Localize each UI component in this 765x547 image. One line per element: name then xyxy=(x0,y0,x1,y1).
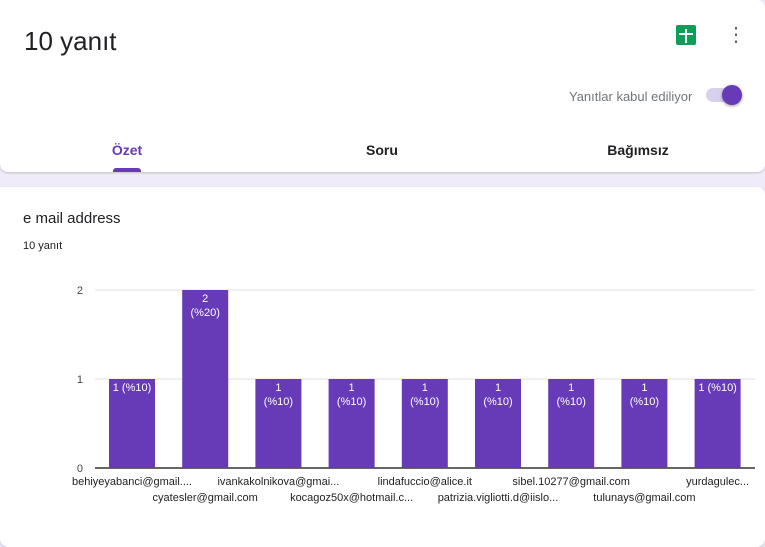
bar xyxy=(255,379,302,468)
accepting-responses-toggle[interactable] xyxy=(706,85,742,105)
bar-chart: 0 1 2 1 (%10) behiyeyabanci@gmail.... 2 (%20) c… xyxy=(72,285,755,504)
active-tab-indicator xyxy=(113,168,141,172)
data-label: (%10) xyxy=(337,396,366,408)
data-label: (%10) xyxy=(410,396,439,408)
y-tick-label: 1 xyxy=(77,374,83,386)
bar xyxy=(182,290,229,468)
question-summary-card xyxy=(0,187,765,547)
more-vert-icon[interactable]: ⋮ xyxy=(726,24,746,46)
toggle-knob xyxy=(722,85,742,105)
tab-question[interactable]: Soru xyxy=(366,142,398,158)
data-label: (%20) xyxy=(191,307,220,319)
data-label: 1 xyxy=(349,382,355,394)
bar xyxy=(109,379,155,468)
x-tick-label: yurdagulec... xyxy=(686,476,749,488)
data-label: 1 xyxy=(422,382,428,394)
y-tick-label: 2 xyxy=(77,285,83,297)
data-label: 1 xyxy=(495,382,501,394)
data-label: 1 xyxy=(275,382,281,394)
data-label: (%10) xyxy=(630,396,659,408)
y-tick-label: 0 xyxy=(77,463,83,475)
data-label: 2 xyxy=(202,293,208,305)
tab-summary[interactable]: Özet xyxy=(111,142,143,158)
question-response-count: 10 yanıt xyxy=(23,240,63,252)
x-tick-label: lindafuccio@alice.it xyxy=(378,476,472,488)
data-label: 1 (%10) xyxy=(113,382,152,394)
bar xyxy=(694,379,741,468)
accepting-responses-label: Yanıtlar kabul ediliyor xyxy=(569,89,693,104)
response-count-title: 10 yanıt xyxy=(24,26,117,56)
x-tick-label: cyatesler@gmail.com xyxy=(153,492,258,504)
question-title: e mail address xyxy=(23,210,121,227)
tab-individual[interactable]: Bağımsız xyxy=(607,142,669,158)
data-label: (%10) xyxy=(557,396,586,408)
data-label: (%10) xyxy=(264,396,293,408)
summary-header-card: 10 yanıt ⋮ Yanıtlar kabul ediliyor Özet … xyxy=(0,0,765,172)
x-tick-label: tulunays@gmail.com xyxy=(593,492,695,504)
data-label: 1 xyxy=(641,382,647,394)
x-tick-label: kocagoz50x@hotmail.c... xyxy=(290,492,413,504)
x-tick-label: ivankakolnikova@gmai... xyxy=(217,476,339,488)
bar xyxy=(621,379,668,468)
x-tick-label: sibel.10277@gmail.com xyxy=(512,476,630,488)
bar xyxy=(401,379,448,468)
data-label: 1 (%10) xyxy=(698,382,737,394)
x-tick-label: patrizia.vigliotti.d@iislo... xyxy=(438,492,559,504)
google-sheets-icon[interactable] xyxy=(676,25,696,45)
data-label: 1 xyxy=(568,382,574,394)
bar xyxy=(548,379,595,468)
bar xyxy=(328,379,375,468)
data-label: (%10) xyxy=(483,396,512,408)
bar xyxy=(475,379,521,468)
x-tick-label: behiyeyabanci@gmail.... xyxy=(72,476,192,488)
